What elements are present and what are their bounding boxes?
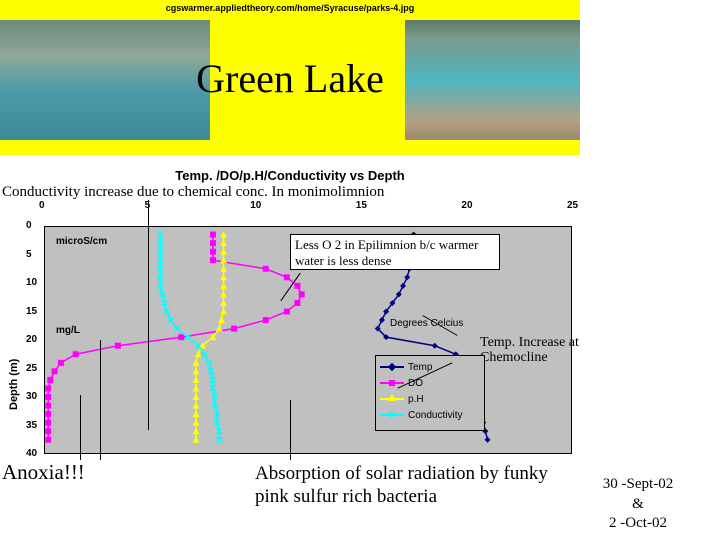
y-tick-label: 15 — [26, 306, 37, 317]
arrow-line — [290, 400, 291, 460]
y-tick-label: 5 — [26, 249, 32, 260]
x-tick-label: 0 — [39, 200, 45, 211]
mgl-label: mg/L — [56, 325, 80, 336]
x-tick-label: 20 — [461, 200, 472, 211]
absorption-annotation: Absorption of solar radiation by funky p… — [255, 463, 585, 509]
title-banner: cgswarmer.appliedtheory.com/home/Syracus… — [0, 0, 580, 155]
y-tick-label: 0 — [26, 220, 32, 231]
source-url: cgswarmer.appliedtheory.com/home/Syracus… — [0, 3, 580, 13]
y-tick-label: 30 — [26, 391, 37, 402]
micros-label: microS/cm — [56, 236, 107, 247]
chemocline-annotation: Temp. Increase at Chemocline — [480, 335, 600, 369]
arrow-line — [148, 200, 149, 430]
degrees-label: Degrees Celcius — [390, 318, 463, 329]
arrow-line — [100, 340, 101, 460]
legend-item: DO — [380, 375, 480, 391]
chart-legend: TempDOp.H×Conductivity — [375, 355, 485, 431]
y-axis-title: Depth (m) — [8, 359, 20, 410]
anoxia-label: Anoxia!!! — [2, 460, 85, 485]
epilimnion-annotation: Less O 2 in Epilimnion b/c warmer water … — [290, 234, 500, 270]
x-tick-label: 10 — [250, 200, 261, 211]
legend-item: p.H — [380, 391, 480, 407]
legend-item: ×Conductivity — [380, 407, 480, 423]
conductivity-annotation: Conductivity increase due to chemical co… — [2, 184, 384, 201]
y-tick-label: 10 — [26, 277, 37, 288]
y-tick-label: 20 — [26, 334, 37, 345]
date-amp: & — [632, 496, 644, 512]
x-tick-label: 25 — [567, 200, 578, 211]
chart-title: Temp. /DO/p.H/Conductivity vs Depth — [0, 168, 580, 183]
y-tick-label: 35 — [26, 420, 37, 431]
page-title: Green Lake — [0, 55, 580, 102]
chart-container: Depth (m) microS/cm mg/L Degrees Celcius… — [30, 200, 580, 500]
y-tick-label: 40 — [26, 448, 37, 459]
date-2: 2 -Oct-02 — [609, 515, 667, 531]
date-stamp: 30 -Sept-02 & 2 -Oct-02 — [588, 475, 688, 534]
date-1: 30 -Sept-02 — [603, 476, 673, 492]
x-tick-label: 15 — [356, 200, 367, 211]
arrow-line — [80, 395, 81, 460]
y-tick-label: 25 — [26, 363, 37, 374]
